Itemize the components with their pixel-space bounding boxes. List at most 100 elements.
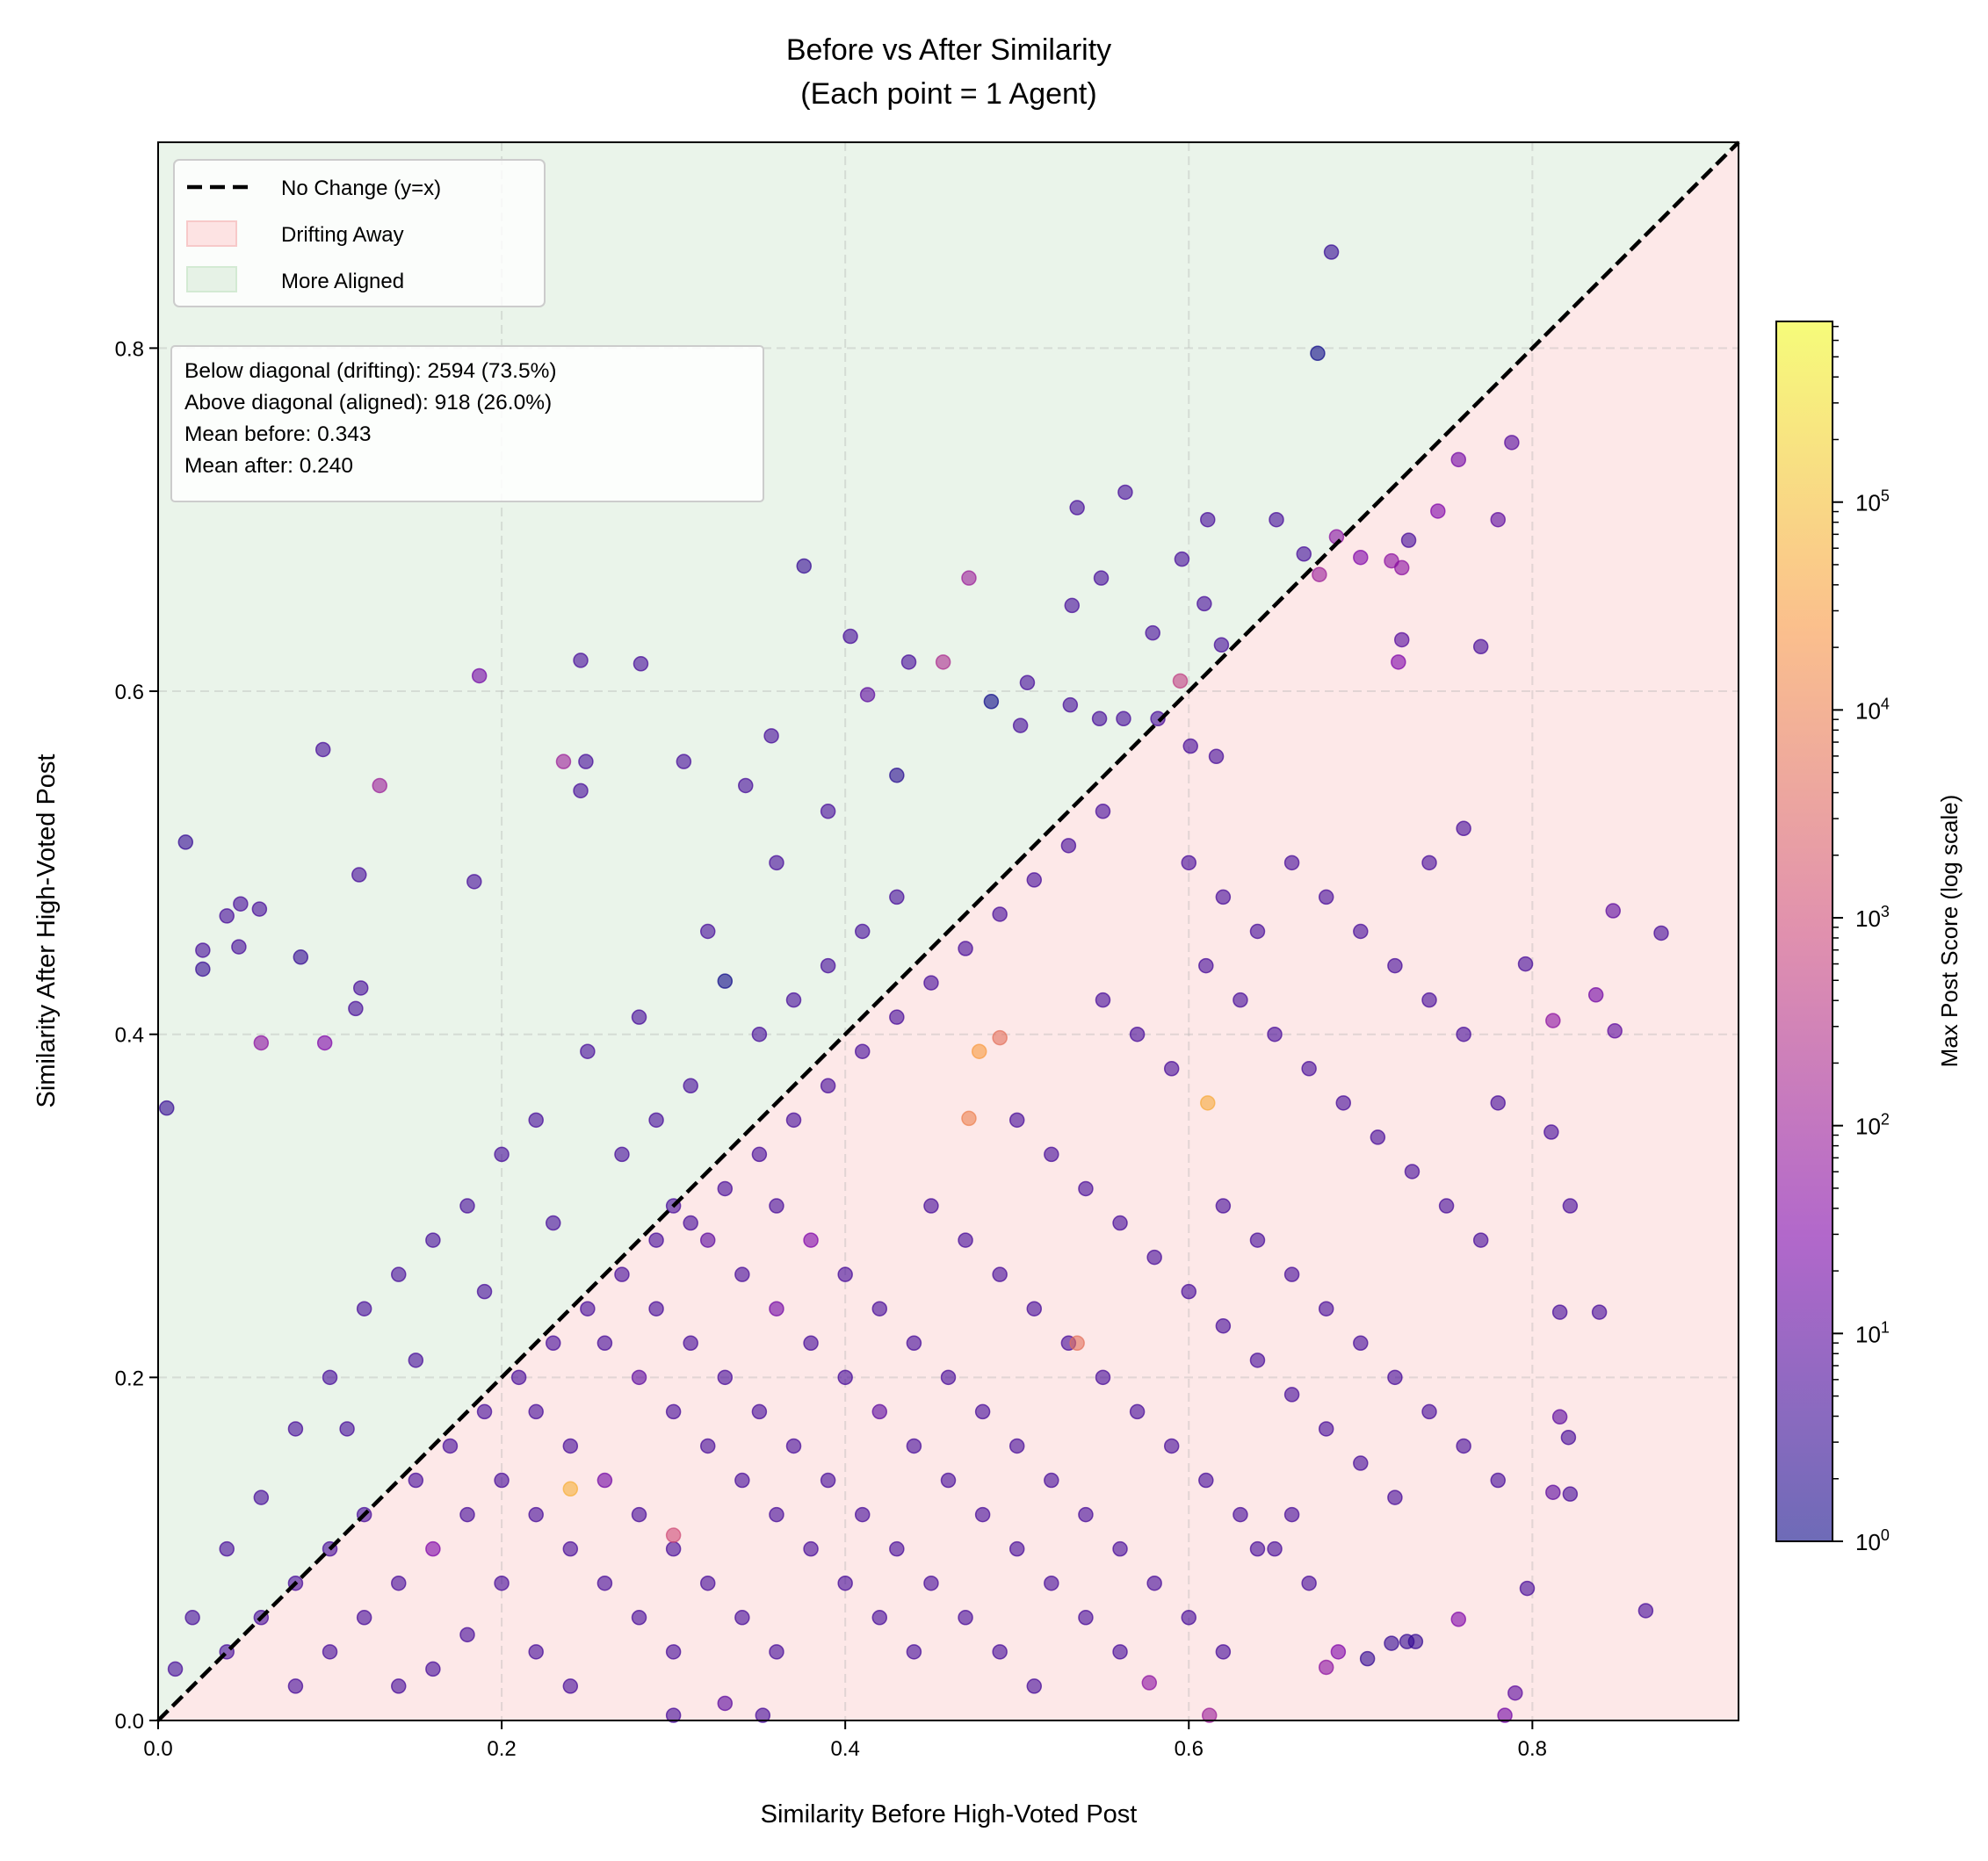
data-point	[1438, 1198, 1455, 1214]
data-point	[900, 654, 917, 670]
x-tick-label: 0.2	[487, 1737, 516, 1761]
data-point	[562, 1481, 579, 1497]
data-point	[1637, 1603, 1654, 1619]
data-point	[1560, 1429, 1577, 1446]
data-point	[562, 1540, 579, 1557]
data-point	[1044, 1472, 1059, 1489]
data-point	[562, 1678, 579, 1694]
data-point	[1472, 638, 1489, 655]
data-point	[769, 1644, 784, 1660]
data-point	[391, 1266, 407, 1282]
colorbar-label: Max Post Score (log scale)	[1936, 795, 1963, 1068]
plot-area-frame	[157, 141, 1739, 1721]
data-point	[983, 694, 1000, 710]
data-point	[1163, 1438, 1180, 1454]
data-point	[1182, 738, 1198, 754]
colorbar-tick-label: 104	[1855, 695, 1890, 724]
data-point	[631, 1610, 647, 1626]
data-point	[1318, 1301, 1334, 1316]
data-point	[1318, 889, 1334, 905]
data-point	[1450, 451, 1467, 468]
data-point	[820, 1078, 836, 1094]
data-point	[1117, 484, 1133, 501]
data-point	[1353, 1455, 1369, 1471]
data-point	[391, 1575, 407, 1591]
data-point	[1507, 1684, 1523, 1701]
data-point	[992, 1644, 1008, 1660]
data-point	[1233, 992, 1248, 1008]
stats-line-mean-after: Mean after: 0.240	[184, 454, 353, 478]
data-point	[1026, 1301, 1043, 1316]
data-point	[1201, 1707, 1218, 1723]
data-point	[287, 1421, 304, 1437]
data-point	[769, 1301, 784, 1316]
data-point	[476, 1283, 493, 1300]
data-point	[1283, 855, 1300, 871]
data-point	[958, 1610, 973, 1626]
data-point	[614, 1266, 630, 1282]
data-point	[1310, 345, 1326, 362]
data-point	[1200, 511, 1216, 528]
data-point	[1093, 570, 1110, 586]
colorbar-tick-label: 101	[1855, 1318, 1890, 1347]
data-point	[1163, 1061, 1180, 1077]
data-point	[820, 957, 836, 974]
data-point	[785, 1112, 802, 1129]
data-point	[1323, 244, 1340, 260]
data-point	[854, 1506, 871, 1523]
data-point	[494, 1146, 510, 1163]
data-point	[425, 1232, 441, 1248]
data-point	[1141, 1675, 1158, 1691]
data-point	[1008, 1438, 1025, 1454]
data-point	[1456, 820, 1471, 837]
data-point	[528, 1506, 544, 1523]
data-point	[803, 1232, 819, 1248]
data-point	[935, 654, 951, 670]
data-point	[785, 992, 802, 1008]
data-point	[803, 1540, 819, 1557]
data-point	[219, 908, 235, 924]
data-point	[971, 1043, 987, 1059]
data-point	[1591, 1304, 1608, 1320]
data-point	[631, 1369, 647, 1386]
data-point	[1562, 1486, 1579, 1502]
data-point	[1198, 957, 1214, 974]
data-point	[348, 1000, 364, 1017]
data-point	[958, 1232, 973, 1248]
data-point	[1318, 1659, 1334, 1676]
data-point	[1359, 1650, 1376, 1667]
y-tick-label: 0.6	[115, 681, 144, 704]
data-point	[1069, 500, 1085, 516]
data-point	[676, 754, 692, 769]
data-point	[871, 1610, 888, 1626]
data-point	[1215, 1198, 1232, 1214]
data-point	[734, 1266, 750, 1282]
data-point	[1146, 1575, 1162, 1591]
data-point	[1044, 1146, 1059, 1163]
data-point	[408, 1472, 424, 1489]
data-point	[1116, 710, 1131, 727]
stats-line-mean-before: Mean before: 0.343	[184, 422, 372, 446]
data-point	[253, 1490, 270, 1505]
data-point	[1249, 1232, 1266, 1248]
data-point	[974, 1506, 991, 1523]
data-point	[573, 653, 589, 668]
data-point	[494, 1472, 510, 1489]
data-point	[528, 1403, 544, 1420]
data-point	[854, 1043, 871, 1059]
data-point	[195, 961, 211, 977]
data-point	[459, 1198, 475, 1214]
data-point	[699, 1232, 716, 1248]
data-point	[1384, 1635, 1399, 1651]
data-point	[1517, 956, 1534, 972]
data-point	[314, 741, 331, 758]
data-point	[339, 1421, 355, 1437]
data-point	[1198, 1472, 1214, 1489]
data-point	[1519, 1580, 1536, 1597]
data-point	[820, 804, 836, 819]
data-point	[1430, 503, 1446, 519]
data-point	[796, 558, 812, 574]
data-point	[699, 1438, 716, 1454]
data-point	[253, 1035, 270, 1051]
data-point	[1456, 1026, 1471, 1042]
